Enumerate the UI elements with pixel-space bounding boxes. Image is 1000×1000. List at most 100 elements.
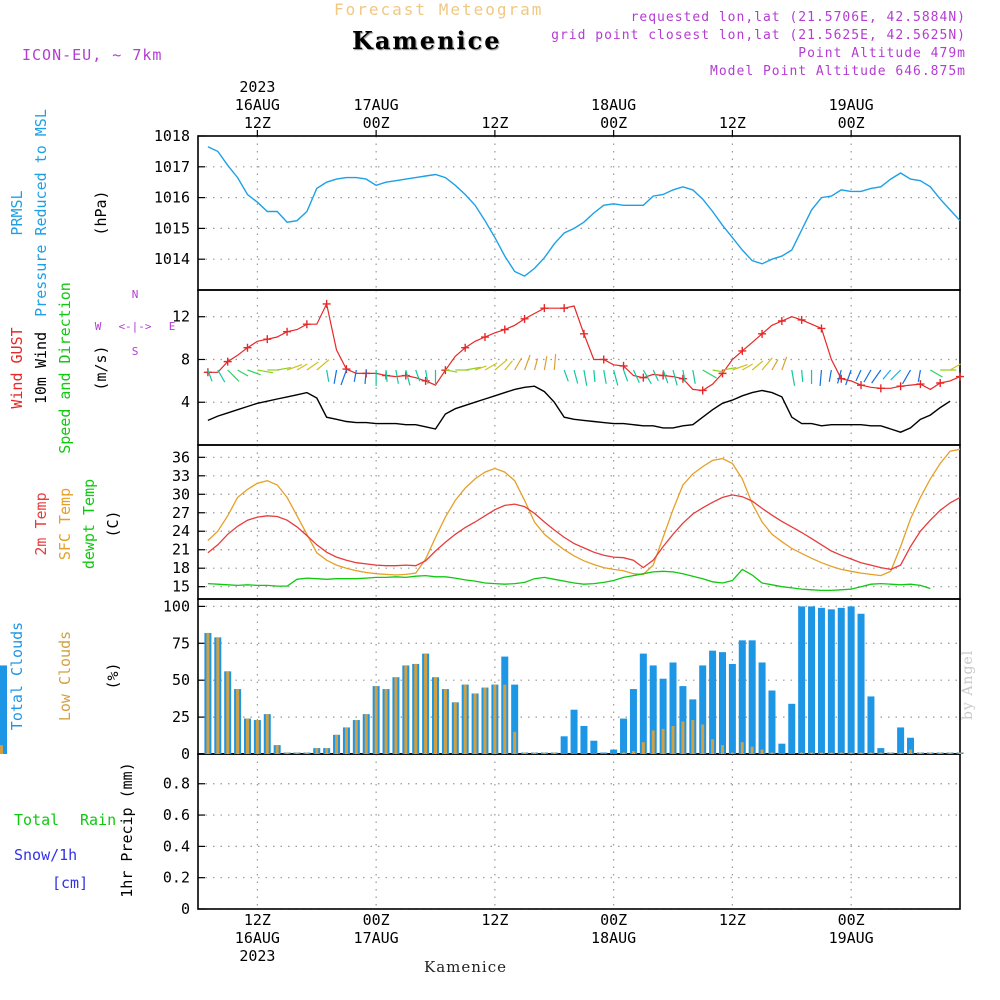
pressure-panel-frame (197, 135, 961, 291)
low-cloud-bar (245, 718, 249, 754)
precip-tick-label: 0.8 (163, 775, 190, 793)
wind-direction-arrow (642, 369, 652, 385)
low-cloud-bar (255, 720, 259, 754)
gust-point (718, 369, 727, 378)
precip-panel-frame (197, 753, 961, 910)
low-cloud-bar (364, 714, 368, 754)
low-cloud-bar (730, 752, 734, 754)
time-label-bottom: 2023 (239, 947, 275, 965)
low-cloud-bar (819, 752, 823, 754)
total-cloud-bar (847, 606, 855, 754)
temperature-tick-label: 27 (172, 504, 190, 522)
low-cloud-bar (641, 742, 645, 754)
time-label-bottom: 12Z (481, 911, 508, 929)
pressure-label-2: Pressure Reduced to MSL (32, 109, 50, 317)
total-cloud-bar (639, 653, 647, 754)
gust-point (659, 371, 668, 380)
time-label-top: 12Z (719, 114, 746, 132)
compass-west: W (95, 320, 102, 333)
wind-direction-arrow (751, 360, 764, 371)
wind-direction-arrow (474, 365, 487, 371)
wind-label: 10m Wind (32, 332, 50, 404)
low-cloud-bar (463, 684, 467, 754)
pressure-label-1: PRMSL (8, 190, 26, 235)
wind-direction-arrow (819, 369, 823, 386)
wind-tick-label: 8 (181, 350, 190, 368)
wind-direction-arrow (326, 369, 330, 382)
gust-point (698, 386, 707, 395)
gust-point (619, 361, 628, 370)
total-cloud-bar (817, 607, 825, 754)
temperature-tick-label: 33 (172, 467, 190, 485)
location-title: Kamenice (352, 26, 502, 55)
wind-direction-arrow (553, 354, 557, 371)
total-cloud-bar (560, 736, 568, 754)
low-cloud-bar (344, 727, 348, 754)
precip-unit-label: 1hr Precip (mm) (118, 762, 136, 897)
low-cloud-bar (770, 752, 774, 754)
clouds-unit-label: (%) (104, 662, 122, 689)
total-cloud-bar (718, 652, 726, 754)
wind-direction-arrow (217, 369, 226, 383)
time-label-bottom: 00Z (363, 911, 390, 929)
temperature-tick-label: 18 (172, 559, 190, 577)
wind-direction-arrow (622, 369, 629, 382)
gust-point (579, 329, 588, 338)
temperature-tick-label: 36 (172, 448, 190, 466)
wind-direction-arrow (732, 363, 748, 371)
wind-direction-arrow (692, 369, 696, 384)
clouds-tick-label: 0 (181, 745, 190, 763)
wind-direction-arrow (296, 363, 308, 371)
gust-point (302, 320, 311, 329)
low-cloud-bar (532, 752, 536, 754)
total-cloud-bar (758, 662, 766, 754)
compass-south: S (132, 345, 139, 358)
total-cloud-bar (649, 665, 657, 754)
total-cloud-bar (659, 678, 667, 754)
wind-direction-arrow (583, 369, 588, 386)
wind-direction-arrow (863, 369, 872, 383)
low-cloud-bar (839, 752, 843, 754)
gust-point (738, 346, 747, 355)
low-cloud-bar (473, 693, 477, 754)
temperature-tick-label: 21 (172, 541, 190, 559)
gust-point (916, 380, 925, 389)
wind-direction-arrow (712, 369, 725, 373)
gust-point (520, 314, 529, 323)
wind-direction-arrow (771, 359, 779, 371)
wind-direction-arrow (672, 369, 678, 386)
low-cloud-bar (928, 752, 932, 754)
gust-point (322, 299, 331, 308)
total-cloud-bar (669, 662, 677, 754)
total-cloud-bar (837, 607, 845, 754)
total-cloud-bar (788, 703, 796, 754)
wind-direction-arrow (306, 361, 319, 371)
total-cloud-bar (699, 665, 707, 754)
wind-direction-arrow (237, 369, 249, 377)
low-cloud-bar (424, 653, 428, 754)
time-label-top: 18AUG (591, 96, 636, 114)
gust-point (956, 372, 964, 381)
low-cloud-bar (552, 752, 556, 754)
dewpt-label: dewpt Temp (80, 479, 98, 569)
wind-direction-arrow (871, 369, 882, 384)
wind-direction-arrow (801, 369, 804, 383)
time-label-top: 2023 (239, 78, 275, 96)
total-cloud-bar (580, 725, 588, 754)
wind-direction-arrow (333, 369, 338, 384)
time-label-bottom: 12Z (719, 911, 746, 929)
total-cloud-bar (728, 663, 736, 754)
low-cloud-bar (0, 752, 3, 754)
grid-point-coords: grid point closest lon,lat (21.5625E, 42… (551, 28, 966, 43)
low-cloud-bar (0, 745, 3, 754)
total-cloud-bar (679, 686, 687, 754)
total-cloud-bar (768, 690, 776, 754)
wind-direction-arrow (385, 369, 388, 383)
low-cloud-bar (206, 632, 210, 754)
wind-direction-arrow (465, 366, 482, 371)
wind-direction-arrow (415, 369, 421, 382)
total-cloud-bar (897, 727, 905, 754)
wind-direction-arrow (702, 369, 717, 379)
total-cloud-bar (620, 718, 628, 754)
temperature-panel-frame (197, 444, 961, 600)
